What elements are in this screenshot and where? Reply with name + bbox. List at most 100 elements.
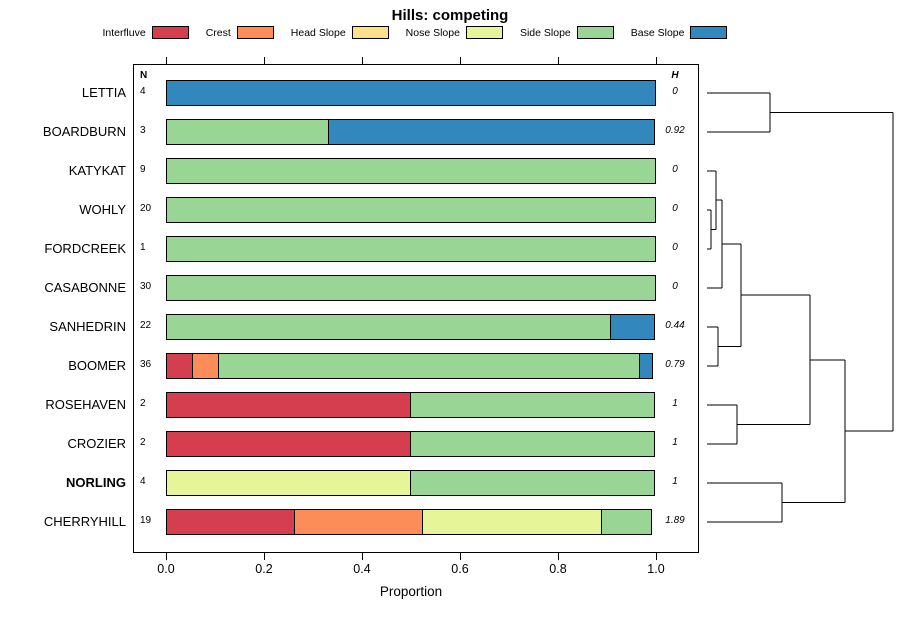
bar-segment [410, 470, 655, 496]
legend-swatch [236, 26, 274, 39]
chart-title: Hills: competing [391, 7, 509, 24]
stacked-bar [166, 509, 652, 535]
row-h-entropy: 0 [672, 281, 678, 292]
row-h-entropy: 0 [672, 203, 678, 214]
row-n-count: 20 [140, 203, 152, 214]
stacked-bar [166, 431, 655, 457]
legend-label: Head Slope [290, 26, 346, 39]
legend-label: Side Slope [519, 26, 571, 39]
bar-segment [166, 275, 656, 301]
row-n-count: 9 [140, 164, 146, 175]
bar-segment [422, 509, 602, 535]
x-axis-tick-label: 1.0 [647, 562, 665, 576]
legend-label: Interfluve [102, 26, 146, 39]
stacked-bar [166, 392, 655, 418]
row-h-entropy: 0.79 [665, 359, 685, 370]
row-h-entropy: 0.44 [665, 320, 685, 331]
x-axis-tick-top [264, 57, 265, 64]
bar-segment [166, 431, 411, 457]
bar-segment [166, 119, 329, 145]
row-n-count: 22 [140, 320, 152, 331]
row-label: BOOMER [68, 358, 126, 373]
row-label: CROZIER [67, 436, 127, 451]
bar-segment [166, 80, 656, 106]
bar-segment [166, 314, 611, 340]
bar-segment [192, 353, 219, 379]
x-axis-tick-top [362, 57, 363, 64]
legend-item: Head Slope [291, 26, 389, 39]
row-n-count: 1 [140, 242, 146, 253]
row-h-entropy: 0.92 [665, 125, 685, 136]
x-axis-tick-top [166, 57, 167, 64]
row-h-entropy: 0 [672, 86, 678, 97]
row-h-entropy: 1 [672, 437, 678, 448]
row-n-count: 2 [140, 437, 146, 448]
bar-segment [410, 431, 655, 457]
legend-item: Side Slope [520, 26, 614, 39]
row-label: WOHLY [79, 202, 126, 217]
x-axis-tick-top [558, 57, 559, 64]
legend-label: Nose Slope [405, 26, 460, 39]
bar-segment [166, 470, 411, 496]
legend-swatch [576, 26, 614, 39]
row-label: KATYKAT [68, 163, 126, 178]
legend-swatch [465, 26, 503, 39]
row-h-entropy: 1.89 [665, 515, 685, 526]
row-label: SANHEDRIN [49, 319, 126, 334]
row-label: NORLING [66, 475, 126, 490]
bar-segment [328, 119, 655, 145]
stacked-bar [166, 236, 656, 262]
row-n-count: 19 [140, 515, 152, 526]
row-n-count: 4 [140, 476, 146, 487]
bar-segment [218, 353, 640, 379]
legend-item: Nose Slope [406, 26, 503, 39]
row-n-count: 36 [140, 359, 152, 370]
x-axis-tick [362, 553, 363, 560]
row-n-count: 30 [140, 281, 152, 292]
n-column-header: N [140, 70, 148, 81]
legend-swatch [351, 26, 389, 39]
bar-segment [410, 392, 655, 418]
bar-segment [166, 236, 656, 262]
row-h-entropy: 1 [672, 476, 678, 487]
h-column-header: H [671, 70, 679, 81]
row-h-entropy: 0 [672, 242, 678, 253]
legend-item: Interfluve [103, 26, 189, 39]
legend-swatch [690, 26, 728, 39]
x-axis-tick [460, 553, 461, 560]
x-axis-tick [264, 553, 265, 560]
bar-segment [610, 314, 655, 340]
x-axis-tick-label: 0.0 [157, 562, 175, 576]
x-axis-label: Proportion [379, 584, 443, 599]
x-axis-tick-label: 0.8 [549, 562, 567, 576]
bar-segment [166, 509, 295, 535]
legend-item: Base Slope [631, 26, 728, 39]
x-axis-tick-top [656, 57, 657, 64]
row-n-count: 2 [140, 398, 146, 409]
bar-segment [166, 158, 656, 184]
bar-segment [639, 353, 653, 379]
x-axis-tick [656, 553, 657, 560]
x-axis-tick-label: 0.4 [353, 562, 371, 576]
stacked-bar [166, 197, 656, 223]
row-label: CHERRYHILL [43, 514, 126, 529]
legend-label: Base Slope [630, 26, 685, 39]
stacked-bar [166, 470, 655, 496]
x-axis-tick [558, 553, 559, 560]
legend-swatch [151, 26, 189, 39]
stacked-bar [166, 275, 656, 301]
row-h-entropy: 0 [672, 164, 678, 175]
legend-item: Crest [206, 26, 274, 39]
row-n-count: 3 [140, 125, 146, 136]
x-axis-tick-label: 0.2 [255, 562, 273, 576]
stacked-bar [166, 158, 656, 184]
stacked-bar [166, 314, 655, 340]
legend-label: Crest [205, 26, 231, 39]
x-axis-tick-top [460, 57, 461, 64]
bar-segment [601, 509, 652, 535]
row-label: LETTIA [81, 85, 126, 100]
stacked-bar [166, 353, 653, 379]
row-h-entropy: 1 [672, 398, 678, 409]
row-label: FORDCREEK [44, 241, 126, 256]
